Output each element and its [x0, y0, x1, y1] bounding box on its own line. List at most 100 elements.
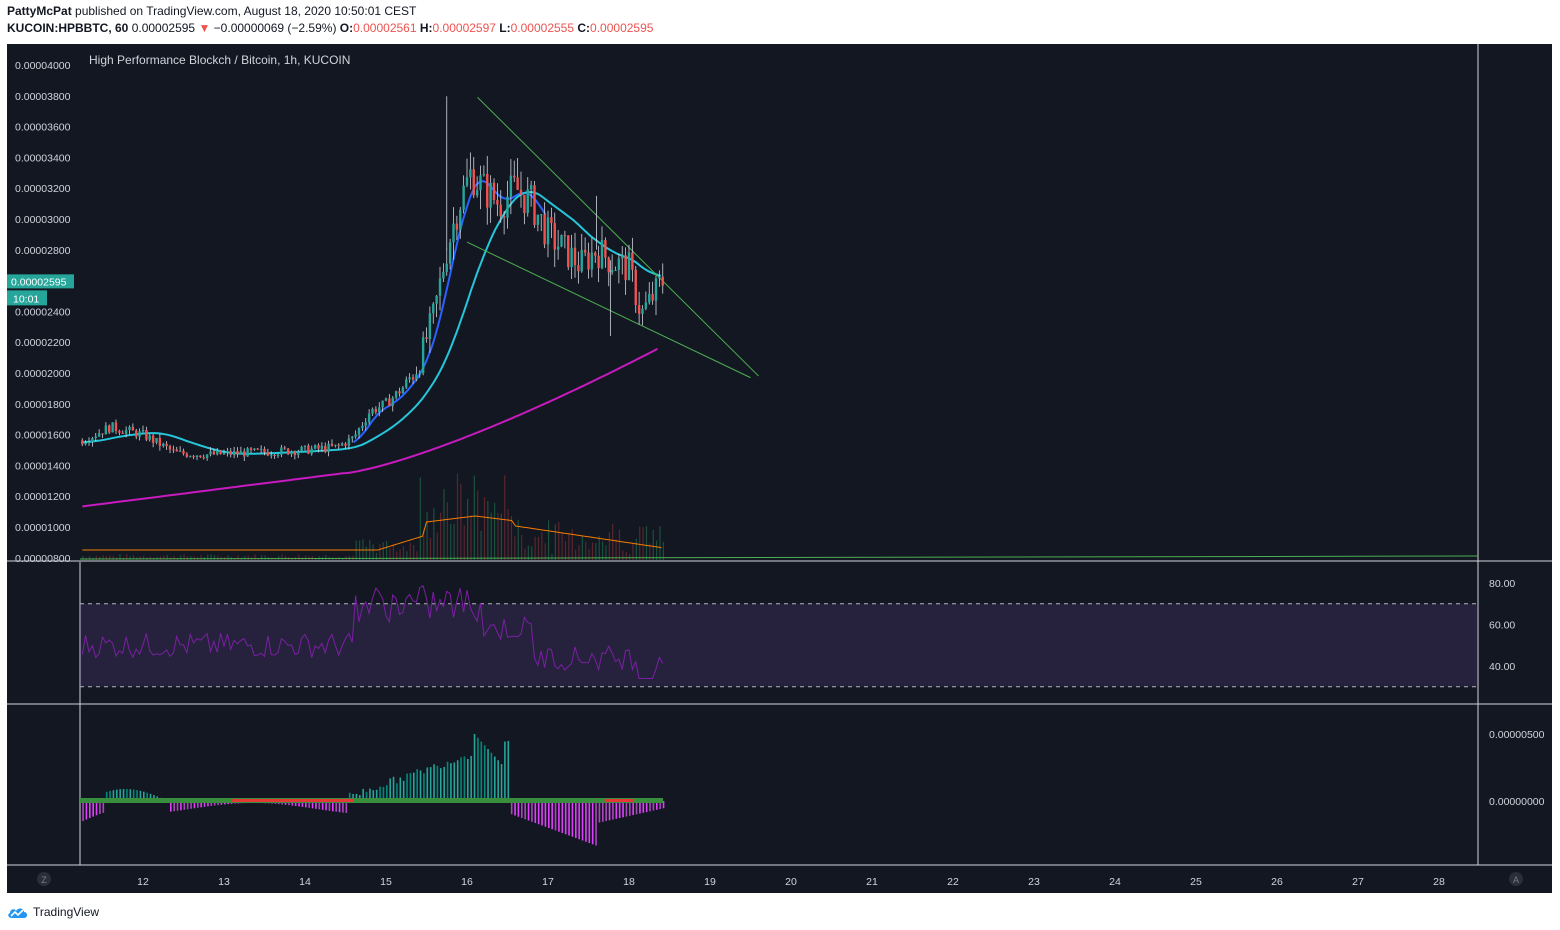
macd-signal-cross [604, 799, 634, 802]
volume-bar [564, 541, 567, 560]
macd-histogram-bar [129, 789, 132, 801]
candle-body [239, 451, 243, 455]
time-tag-label: 10:01 [13, 293, 39, 305]
price-axis-label: 0.00000800 [15, 553, 71, 565]
candle-body [229, 451, 232, 455]
macd-histogram-bar [578, 801, 580, 840]
candle-body [364, 422, 367, 426]
macd-histogram-bar [372, 790, 375, 801]
candle-body [253, 448, 256, 450]
candle-body [526, 189, 529, 214]
macd-histogram-bar [632, 801, 634, 816]
macd-histogram-bar [109, 790, 111, 801]
volume-bar [173, 556, 175, 560]
candle-body [509, 175, 513, 197]
volume-bar [524, 548, 526, 560]
candle-body [550, 217, 553, 224]
candle-body [573, 247, 577, 266]
volume-bar [585, 541, 587, 560]
macd-histogram-bar [473, 734, 476, 801]
candle-body [621, 255, 624, 259]
macd-histogram-bar [122, 789, 125, 801]
macd-histogram-bar [325, 801, 327, 811]
macd-histogram-bar [480, 741, 483, 801]
auto-scale-button[interactable] [1509, 872, 1523, 886]
candle-body [202, 457, 205, 459]
candle-body [283, 447, 286, 449]
candle-body [243, 451, 246, 457]
candle-body [654, 278, 658, 301]
close-value: 0.00002595 [590, 21, 654, 35]
price-axis-label: 0.00002800 [15, 245, 71, 257]
candle-body [627, 252, 631, 281]
macd-histogram-bar [345, 801, 348, 813]
macd-histogram-bar [524, 801, 526, 820]
candles [81, 96, 664, 462]
candle-body [499, 204, 502, 217]
candle-body [469, 169, 472, 178]
macd-histogram-bar [338, 801, 341, 813]
volume-bar [662, 541, 664, 560]
price-axis-label: 0.00002000 [15, 368, 71, 380]
chart-area[interactable]: 1(0.00003797)0.786(0.00003286)0.618(0.00… [7, 44, 1552, 893]
publisher-name[interactable]: PattyMcPat [7, 4, 72, 18]
macd-histogram-bar [514, 801, 516, 816]
candle-body [418, 372, 421, 375]
volume-bar [389, 548, 391, 560]
volume-bar [129, 556, 131, 560]
volume-bar [379, 544, 381, 560]
time-axis-label: 16 [461, 876, 473, 888]
candle-body [543, 214, 546, 245]
volume-bar [89, 556, 91, 560]
volume-bar [527, 545, 529, 560]
volume-bar [126, 554, 128, 560]
chart-canvas[interactable]: 1(0.00003797)0.786(0.00003286)0.618(0.00… [7, 44, 1552, 893]
macd-histogram-bar [564, 801, 567, 835]
time-axis-label: 21 [866, 876, 878, 888]
price-axis-label: 0.00003200 [15, 183, 71, 195]
volume-bar [443, 489, 445, 560]
macd-histogram-bar [521, 801, 523, 818]
candle-body [118, 430, 121, 433]
volume-bar [409, 542, 411, 560]
volume-bar [568, 533, 570, 560]
candle-body [317, 445, 320, 449]
volume-bar [470, 515, 472, 560]
macd-histogram-bar [581, 801, 584, 841]
volume-bar [507, 509, 509, 560]
macd-histogram-bar [598, 801, 601, 823]
candle-body [421, 337, 425, 373]
candle-body [472, 169, 475, 196]
volume-bar [521, 535, 523, 560]
macd-histogram-bar [517, 801, 520, 817]
candle-body [185, 453, 189, 457]
volume-bar [446, 502, 448, 560]
tradingview-logo[interactable]: TradingView [7, 903, 99, 921]
macd-histogram-bar [551, 801, 553, 830]
macd-histogram-bar [318, 801, 321, 810]
volume-bar [342, 557, 344, 560]
macd-histogram-bar [558, 801, 560, 832]
candle-body [307, 445, 310, 454]
candle-body [378, 407, 381, 413]
macd-histogram-bar [413, 772, 415, 801]
volume-bar [497, 513, 499, 560]
volume-bar [625, 551, 627, 560]
macd-histogram-bar [112, 790, 115, 801]
macd-histogram-bar [298, 801, 300, 807]
candle-body [634, 269, 637, 305]
candle-body [459, 209, 462, 230]
high-label: H: [419, 21, 433, 35]
macd-histogram-bar [433, 764, 435, 801]
macd-histogram-bar [662, 801, 665, 809]
candle-body [205, 454, 209, 459]
candle-body [486, 173, 489, 208]
low-label: L: [499, 21, 511, 35]
volume-bar [575, 549, 577, 560]
macd-histogram-bar [426, 767, 429, 801]
volume-bar [207, 554, 209, 560]
macd-histogram-bar [453, 762, 456, 801]
zoom-toggle-button[interactable] [37, 872, 51, 886]
candle-body [354, 434, 357, 437]
volume-bar [642, 527, 644, 560]
